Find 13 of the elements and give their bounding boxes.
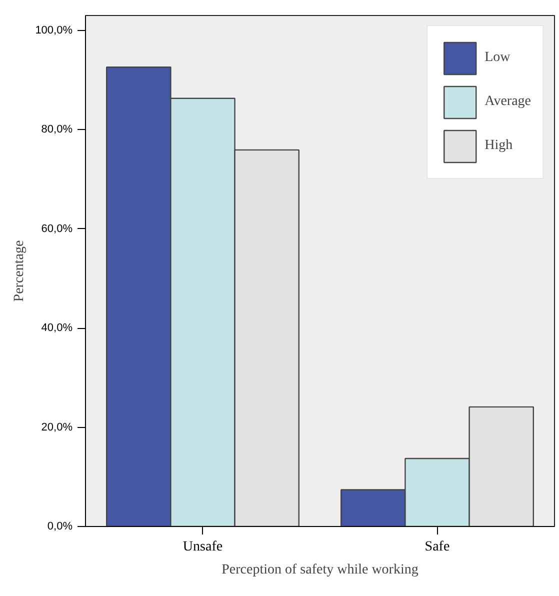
legend-label: Average xyxy=(484,94,531,110)
legend-label: High xyxy=(484,138,513,154)
y-tick-label: 80,0% xyxy=(41,124,73,136)
y-tick-label: 0,0% xyxy=(47,520,73,532)
y-tick-label: 100,0% xyxy=(35,24,73,36)
y-axis-title: Percentage xyxy=(12,240,28,302)
y-tick-label: 20,0% xyxy=(41,421,73,434)
y-tick-label: 60,0% xyxy=(41,222,73,235)
x-tick-label: Unsafe xyxy=(182,540,223,554)
x-axis-title: Perception of safety while working xyxy=(222,562,418,578)
x-tick-label: Safe xyxy=(424,540,450,554)
y-tick-label: 40,0% xyxy=(41,322,73,334)
legend-label: Low xyxy=(484,50,510,66)
